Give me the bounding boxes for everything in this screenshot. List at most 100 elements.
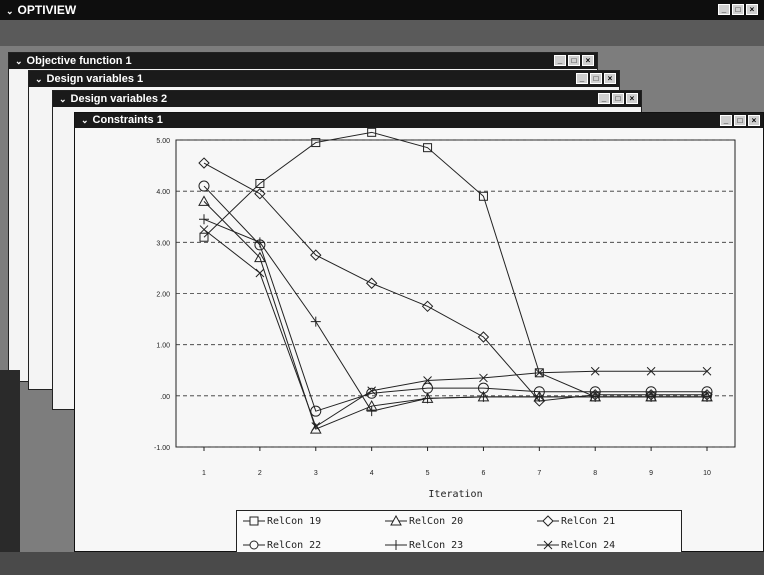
data-point — [199, 232, 209, 242]
data-point — [590, 391, 601, 402]
background-panel — [0, 370, 20, 552]
window-titlebar[interactable]: ⌄ Design variables 2 _ □ × — [53, 91, 641, 107]
chevron-down-icon[interactable]: ⌄ — [6, 6, 14, 16]
data-point — [422, 382, 434, 394]
minimize-button[interactable]: _ — [598, 93, 610, 104]
data-point — [421, 300, 434, 312]
data-point — [199, 214, 209, 225]
close-button[interactable]: × — [746, 4, 758, 15]
chevron-down-icon[interactable]: ⌄ — [59, 94, 67, 104]
close-button[interactable]: × — [604, 73, 616, 84]
legend-label: RelCon 23 — [409, 539, 464, 551]
y-tick-label: 1.00 — [156, 343, 170, 350]
legend-item: RelCon 24 — [537, 539, 615, 551]
maximize-button[interactable]: □ — [590, 73, 602, 84]
chevron-down-icon[interactable]: ⌄ — [35, 74, 43, 84]
data-point — [534, 368, 544, 378]
data-point — [367, 127, 377, 137]
y-tick-label: -1.00 — [154, 445, 170, 452]
data-point — [646, 391, 657, 402]
data-point — [478, 191, 488, 201]
menubar — [0, 20, 764, 46]
data-point — [310, 249, 322, 261]
legend-item: RelCon 21 — [537, 515, 615, 527]
data-point — [311, 138, 321, 148]
data-point — [198, 157, 210, 169]
data-point — [478, 391, 489, 402]
window-titlebar[interactable]: ⌄ Constraints 1 _ □ × — [75, 113, 763, 128]
x-marker-icon — [537, 540, 559, 550]
minimize-button[interactable]: _ — [554, 55, 566, 66]
data-point — [479, 373, 488, 383]
maximize-button[interactable]: □ — [734, 115, 746, 126]
data-point — [365, 277, 378, 289]
data-point — [533, 395, 546, 407]
window-title: Objective function 1 — [26, 55, 132, 67]
data-point — [366, 387, 378, 399]
data-point — [199, 225, 209, 234]
x-tick-label: 10 — [703, 470, 711, 477]
x-tick-label: 8 — [593, 470, 597, 477]
window-title: Design variables 2 — [70, 93, 168, 105]
circle-marker-icon — [243, 540, 265, 550]
x-tick-label: 1 — [202, 470, 206, 477]
window-constraints[interactable]: ⌄ Constraints 1 _ □ × — [74, 112, 764, 552]
data-point — [254, 188, 266, 200]
data-point — [310, 316, 321, 327]
window-titlebar[interactable]: ⌄ Design variables 1 _ □ × — [29, 71, 619, 87]
series-line-relcon-24 — [203, 229, 707, 428]
x-tick-label: 9 — [649, 470, 653, 477]
y-tick-label: 2.00 — [156, 292, 170, 299]
legend-label: RelCon 22 — [267, 539, 322, 551]
x-tick-label: 5 — [426, 470, 430, 477]
legend-label: RelCon 21 — [561, 515, 616, 527]
data-point — [254, 251, 266, 263]
maximize-button[interactable]: □ — [568, 55, 580, 66]
minimize-button[interactable]: _ — [576, 73, 588, 84]
data-point — [423, 376, 432, 385]
close-button[interactable]: × — [626, 93, 638, 104]
maximize-button[interactable]: □ — [612, 93, 624, 104]
series-line-relcon-23 — [203, 218, 707, 412]
chevron-down-icon[interactable]: ⌄ — [81, 115, 89, 125]
close-button[interactable]: × — [582, 55, 594, 66]
maximize-button[interactable]: □ — [732, 4, 744, 15]
data-point — [198, 195, 210, 206]
x-tick-label: 2 — [258, 470, 262, 477]
data-point — [255, 268, 265, 278]
legend-label: RelCon 20 — [409, 515, 464, 527]
series-line-relcon-19 — [203, 131, 707, 398]
chevron-down-icon[interactable]: ⌄ — [15, 56, 23, 66]
app-titlebar: ⌄ OPTIVIEW _ □ × — [0, 0, 764, 20]
window-controls: _ □ × — [554, 55, 594, 66]
data-point — [254, 237, 265, 248]
minimize-button[interactable]: _ — [718, 4, 730, 15]
legend-item: RelCon 22 — [243, 539, 321, 551]
data-point — [310, 405, 322, 417]
legend-item: RelCon 23 — [385, 539, 463, 551]
window-title: Design variables 1 — [46, 73, 144, 85]
data-point — [422, 393, 433, 404]
window-title: Constraints 1 — [92, 114, 163, 126]
plus-marker-icon — [385, 540, 407, 550]
data-point — [646, 366, 656, 376]
data-point — [311, 422, 321, 431]
legend-item: RelCon 20 — [385, 515, 463, 527]
window-controls: _ □ × — [576, 73, 616, 84]
x-axis-label: Iteration — [428, 489, 482, 500]
y-tick-label: .00 — [160, 394, 170, 401]
y-tick-label: 3.00 — [156, 240, 170, 247]
window-titlebar[interactable]: ⌄ Objective function 1 _ □ × — [9, 53, 597, 69]
window-controls: _ □ × — [720, 115, 760, 126]
y-tick-label: 4.00 — [156, 189, 170, 196]
data-point — [702, 391, 712, 402]
series-line-relcon-21 — [203, 162, 707, 402]
x-tick-label: 6 — [481, 470, 485, 477]
close-button[interactable]: × — [748, 115, 760, 126]
x-tick-label: 7 — [537, 470, 541, 477]
diamond-marker-icon — [537, 515, 559, 527]
minimize-button[interactable]: _ — [720, 115, 732, 126]
data-point — [366, 406, 377, 417]
data-point — [534, 391, 545, 402]
